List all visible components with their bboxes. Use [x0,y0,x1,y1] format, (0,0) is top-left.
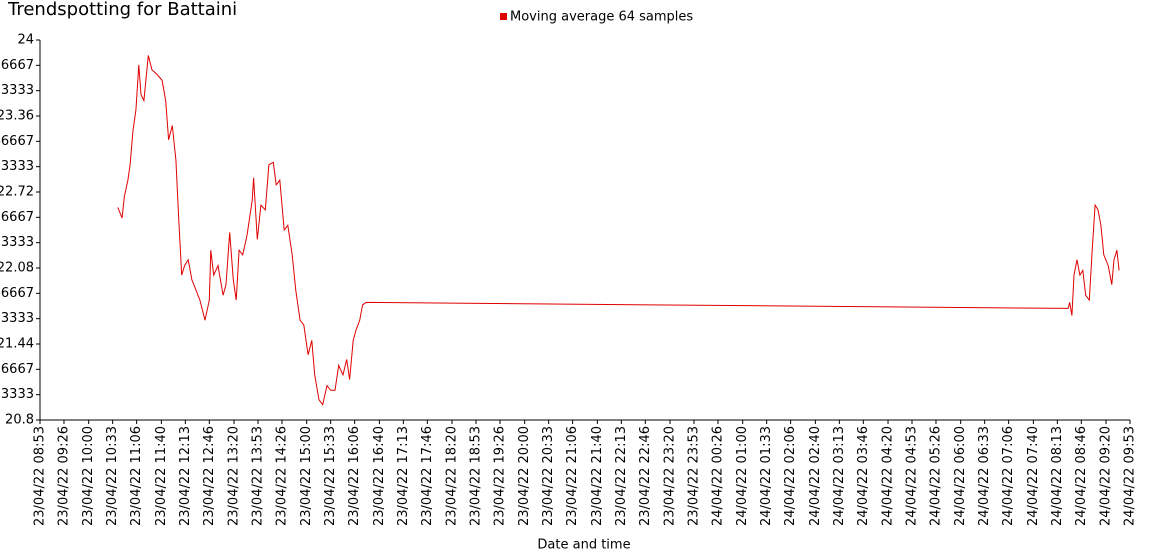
x-tick-label: 24/04/22 06:00 [953,426,968,526]
x-tick-label: 24/04/22 09:53 [1123,426,1138,526]
y-tick-label: 21.013333 [0,387,34,402]
y-tick-label: 21.866667 [0,286,34,301]
x-tick-label: 24/04/22 06:33 [977,426,992,526]
x-axis-label: Date and time [537,538,630,553]
y-tick-label: 22.293333 [0,235,34,250]
x-tick-label: 23/04/22 21:06 [565,426,580,526]
x-tick-label: 24/04/22 07:40 [1026,426,1041,526]
y-tick-label: 21.44 [0,337,34,352]
chart-title: Trendspotting for Battaini [7,0,237,20]
y-tick-label: 21.226667 [0,362,34,377]
x-tick-label: 24/04/22 04:53 [905,426,920,526]
x-tick-label: 23/04/22 23:53 [687,426,702,526]
x-tick-label: 23/04/22 22:13 [614,426,629,526]
x-tick-label: 23/04/22 11:40 [154,426,169,526]
x-tick-label: 24/04/22 05:26 [928,426,943,526]
x-tick-label: 24/04/22 09:20 [1099,426,1114,526]
x-tick-label: 24/04/22 08:13 [1050,426,1065,526]
y-tick-label: 22.506667 [0,210,34,225]
x-tick-label: 23/04/22 22:46 [638,426,653,526]
y-tick-label: 22.933333 [0,159,34,174]
x-tick-label: 23/04/22 10:33 [105,426,120,526]
x-tick-label: 23/04/22 18:20 [445,426,460,526]
x-tick-label: 24/04/22 03:13 [832,426,847,526]
x-tick-label: 23/04/22 13:20 [227,426,242,526]
x-tick-label: 23/04/22 15:00 [299,426,314,526]
x-tick-label: 23/04/22 20:33 [541,426,556,526]
x-tick-label: 23/04/22 16:40 [372,426,387,526]
x-tick-label: 23/04/22 21:40 [590,426,605,526]
x-tick-label: 24/04/22 00:26 [710,426,725,526]
y-tick-label: 22.72 [0,185,34,200]
y-tick-label: 23.36 [0,109,34,124]
x-tick-label: 23/04/22 12:13 [178,426,193,526]
y-tick-label: 20.8 [5,413,34,428]
x-tick-label: 24/04/22 07:06 [1001,426,1016,526]
x-tick-label: 24/04/22 01:00 [735,426,750,526]
x-tick-label: 23/04/22 20:00 [517,426,532,526]
x-tick-label: 23/04/22 18:53 [469,426,484,526]
x-tick-label: 23/04/22 16:06 [347,426,362,526]
x-tick-label: 23/04/22 15:33 [323,426,338,526]
x-tick-label: 24/04/22 02:06 [783,426,798,526]
y-tick-label: 23.573333 [0,83,34,98]
y-tick-label: 21.653333 [0,311,34,326]
legend-label: Moving average 64 samples [510,10,693,25]
y-tick-label: 22.08 [0,261,34,276]
x-tick-label: 24/04/22 02:40 [808,426,823,526]
x-tick-label: 24/04/22 08:46 [1074,426,1089,526]
x-tick-label: 23/04/22 11:06 [129,426,144,526]
legend-swatch [500,13,507,20]
x-tick-label: 24/04/22 03:46 [856,426,871,526]
data-line [117,55,1120,406]
x-tick-label: 23/04/22 12:46 [202,426,217,526]
x-tick-label: 24/04/22 04:20 [881,426,896,526]
x-tick-label: 23/04/22 23:20 [663,426,678,526]
x-tick-label: 24/04/22 01:33 [759,426,774,526]
y-tick-label: 23.146667 [0,134,34,149]
x-tick-label: 23/04/22 08:53 [33,426,48,526]
x-tick-label: 23/04/22 14:26 [274,426,289,526]
y-tick-label: 23.786667 [0,58,34,73]
x-tick-label: 23/04/22 17:13 [396,426,411,526]
x-tick-label: 23/04/22 17:46 [420,426,435,526]
x-tick-label: 23/04/22 09:26 [56,426,71,526]
y-tick-label: 24 [17,33,34,48]
x-tick-label: 23/04/22 13:53 [251,426,266,526]
x-tick-label: 23/04/22 19:26 [492,426,507,526]
x-tick-label: 23/04/22 10:00 [81,426,96,526]
